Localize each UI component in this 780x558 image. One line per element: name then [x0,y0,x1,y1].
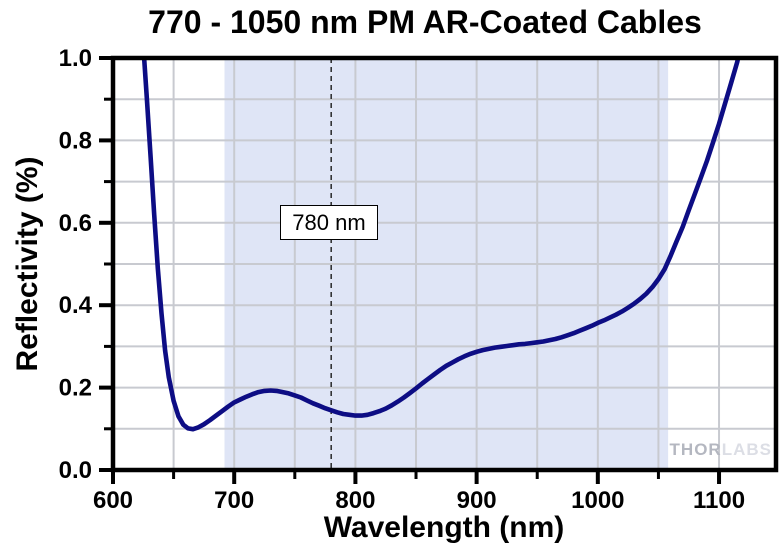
y-tick-label: 0.8 [59,127,92,154]
wavelength-annotation-label: 780 nm [292,209,366,235]
gridlines [113,58,776,470]
thorlabs-watermark: THORLABS [670,440,772,460]
y-tick-label: 0.0 [59,457,92,484]
watermark-thor: THOR [669,440,722,459]
tick-labels: 600 700 800 900 1000 1100 0.0 0.2 0.4 0.6 0.8 1.0 [59,45,745,514]
chart-title: 770 - 1050 nm PM AR-Coated Cables [148,4,702,40]
wavelength-annotation-box: 780 nm [280,205,378,240]
y-tick-label: 0.6 [59,210,92,237]
x-tick-label: 700 [214,487,254,514]
y-tick-label: 0.4 [59,292,93,319]
reflectivity-curve [141,58,741,432]
x-tick-label: 600 [93,487,133,514]
watermark-labs: LABS [721,440,772,459]
x-tick-label: 1100 [693,487,745,514]
x-tick-label: 1000 [571,487,624,514]
axis-ticks [99,56,722,484]
x-tick-label: 900 [457,487,497,514]
y-tick-label: 0.2 [59,375,92,402]
x-tick-label: 800 [335,487,375,514]
plot-frame [110,55,779,473]
x-axis-title: Wavelength (nm) [323,511,565,544]
y-tick-label: 1.0 [59,45,92,72]
y-axis-title: Reflectivity (%) [11,156,44,372]
